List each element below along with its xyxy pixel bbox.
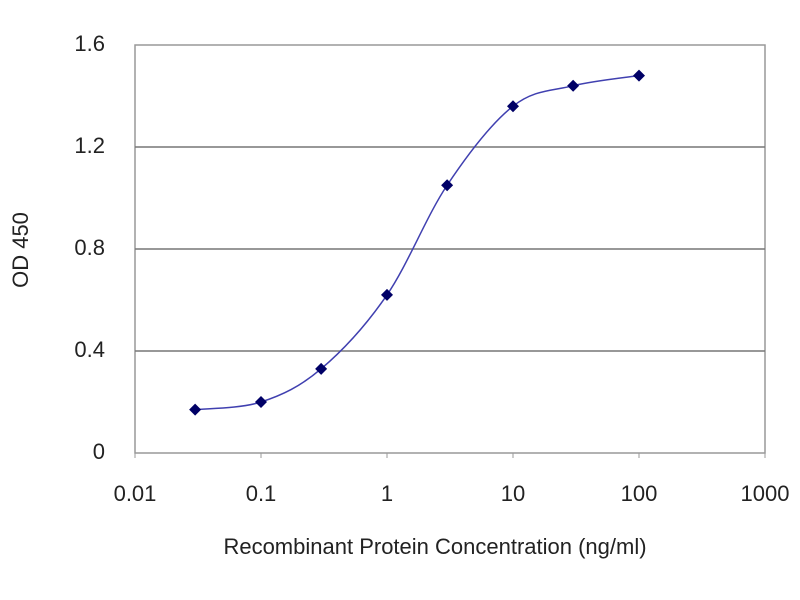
y-tick-label: 1.2: [74, 133, 105, 158]
data-point: [381, 288, 393, 301]
fit-curve: [195, 74, 640, 411]
x-axis-label: Recombinant Protein Concentration (ng/ml…: [223, 534, 646, 559]
x-tick-label: 0.1: [246, 481, 277, 506]
y-axis-label: OD 450: [8, 212, 33, 288]
y-tick-label: 1.6: [74, 31, 105, 56]
data-point: [255, 396, 267, 408]
y-tick-label: 0.4: [74, 337, 105, 362]
data-point: [633, 69, 645, 82]
x-tick-label: 1000: [741, 481, 790, 506]
data-point: [441, 179, 454, 192]
data-point: [315, 362, 328, 375]
data-point: [189, 403, 202, 416]
x-tick-label: 1: [381, 481, 393, 506]
x-tick-label: 0.01: [114, 481, 157, 506]
y-tick-label: 0.8: [74, 235, 105, 260]
x-tick-label: 10: [501, 481, 525, 506]
x-tick-label: 100: [621, 481, 658, 506]
data-point: [567, 79, 580, 92]
data-point: [507, 100, 519, 113]
y-tick-label: 0: [93, 439, 105, 464]
